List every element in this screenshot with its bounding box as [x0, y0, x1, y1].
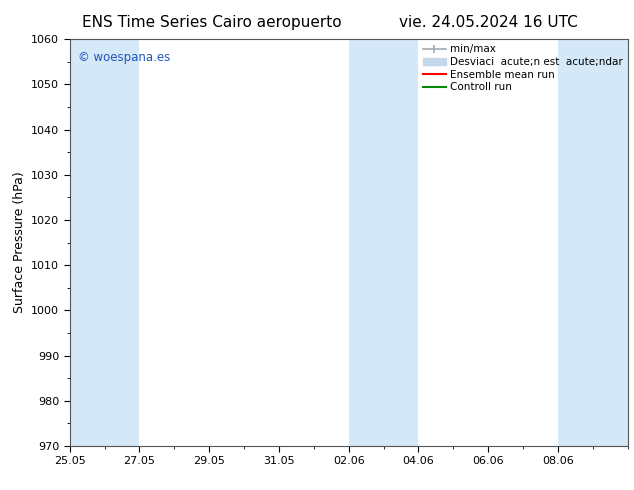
Bar [349, 39, 418, 446]
Text: © woespana.es: © woespana.es [78, 51, 171, 64]
Y-axis label: Surface Pressure (hPa): Surface Pressure (hPa) [13, 172, 25, 314]
Bar [558, 39, 628, 446]
Text: vie. 24.05.2024 16 UTC: vie. 24.05.2024 16 UTC [399, 15, 578, 30]
Bar [70, 39, 139, 446]
Text: ENS Time Series Cairo aeropuerto: ENS Time Series Cairo aeropuerto [82, 15, 342, 30]
Legend: min/max, Desviaci  acute;n est  acute;ndar, Ensemble mean run, Controll run: min/max, Desviaci acute;n est acute;ndar… [420, 41, 626, 96]
